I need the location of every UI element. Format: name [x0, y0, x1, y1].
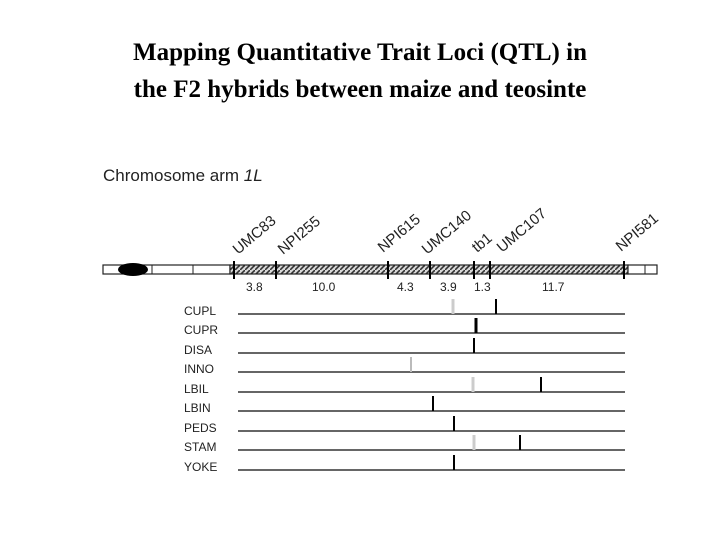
chromosome-bar	[102, 263, 658, 276]
marker-label-npi255: NPI255	[275, 213, 324, 258]
marker-labels: UMC83 NPI255 NPI615 UMC140 tb1 UMC107 NP…	[230, 205, 662, 258]
marker-label-npi581: NPI581	[613, 210, 662, 255]
interval-distances: 3.8 10.0 4.3 3.9 1.3 11.7	[246, 280, 565, 294]
trait-label-cupr: CUPR	[184, 323, 218, 337]
trait-rows	[238, 313, 625, 471]
trait-label-lbin: LBIN	[184, 401, 211, 415]
trait-label-peds: PEDS	[184, 421, 217, 435]
trait-label-cupl: CUPL	[184, 304, 216, 318]
marker-ticks	[233, 261, 625, 279]
trait-label-inno: INNO	[184, 362, 214, 376]
interval-distance: 10.0	[312, 280, 336, 294]
trait-label-lbil: LBIL	[184, 382, 209, 396]
chromosome-end-segment	[627, 264, 658, 275]
chromosome-label: Chromosome arm 1L	[103, 166, 263, 186]
marker-label-umc107: UMC107	[494, 205, 550, 256]
chromosome-arm-name: 1L	[243, 166, 263, 185]
interval-distance: 4.3	[397, 280, 414, 294]
marker-label-npi615: NPI615	[375, 211, 424, 256]
title-line-2: the F2 hybrids between maize and teosint…	[133, 76, 587, 103]
trait-labels: CUPL CUPR DISA INNO LBIL LBIN PEDS STAM …	[184, 304, 218, 474]
interval-distance: 1.3	[474, 280, 491, 294]
marker-label-tb1: tb1	[469, 230, 496, 256]
trait-label-yoke: YOKE	[184, 460, 217, 474]
interval-distance: 11.7	[542, 280, 565, 294]
interval-distance: 3.9	[440, 280, 457, 294]
slide-title: Mapping Quantitative Trait Loci (QTL) in…	[0, 34, 720, 108]
title-line-1: Mapping Quantitative Trait Loci (QTL) in	[133, 39, 587, 66]
chromosome-label-prefix: Chromosome arm	[103, 166, 240, 185]
marker-label-umc140: UMC140	[419, 207, 475, 258]
qtl-marks	[410, 299, 542, 470]
interval-distance: 3.8	[246, 280, 263, 294]
trait-label-stam: STAM	[184, 440, 216, 454]
centromere	[118, 263, 148, 276]
marker-label-umc83: UMC83	[230, 212, 280, 258]
trait-label-disa: DISA	[184, 343, 212, 357]
